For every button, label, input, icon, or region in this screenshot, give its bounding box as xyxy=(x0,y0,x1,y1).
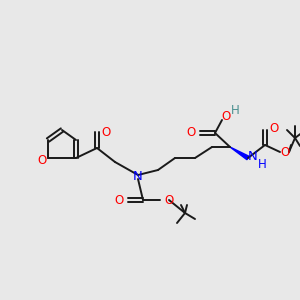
Text: H: H xyxy=(231,103,239,116)
Text: O: O xyxy=(221,110,231,122)
Text: O: O xyxy=(114,194,124,206)
Text: O: O xyxy=(164,194,174,206)
Text: N: N xyxy=(133,170,143,184)
Text: O: O xyxy=(186,127,196,140)
Text: H: H xyxy=(258,158,266,172)
Text: N: N xyxy=(248,149,258,163)
Text: O: O xyxy=(38,154,46,166)
Text: O: O xyxy=(101,125,111,139)
Text: O: O xyxy=(269,122,279,136)
Polygon shape xyxy=(230,147,249,160)
Text: O: O xyxy=(280,146,290,158)
